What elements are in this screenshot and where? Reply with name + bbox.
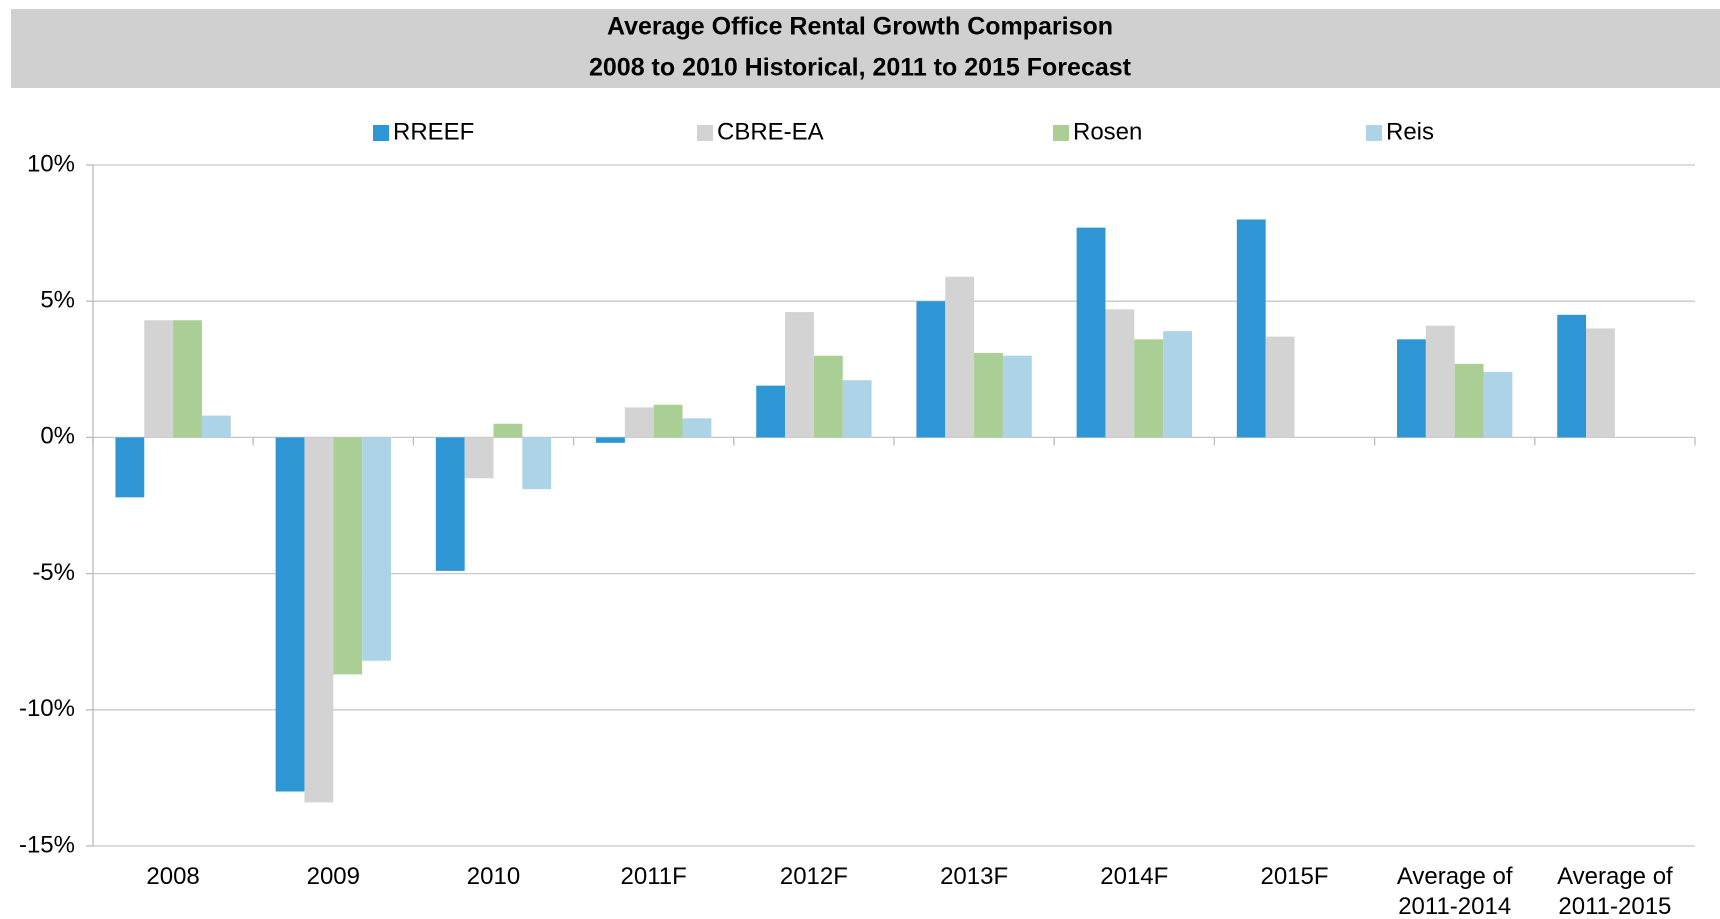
y-tick-label: 5% <box>40 287 75 314</box>
bar <box>522 437 552 490</box>
y-tick-label: 10% <box>27 150 75 177</box>
bar <box>464 437 494 479</box>
bar <box>1236 219 1266 438</box>
bar <box>785 312 814 438</box>
bar <box>813 355 843 438</box>
bar <box>974 352 1003 438</box>
bar <box>173 320 202 438</box>
x-tick-label: 2012F <box>779 863 848 890</box>
x-tick-label: 2015F <box>1260 863 1329 890</box>
legend-label: RREEF <box>393 118 474 145</box>
bar <box>1557 314 1587 438</box>
x-tick-label: Average of 2011-2015 <box>1557 863 1673 919</box>
bar <box>275 437 305 792</box>
chart-subtitle: 2008 to 2010 Historical, 2011 to 2015 Fo… <box>589 54 1132 82</box>
legend-swatch <box>1053 125 1069 141</box>
bar <box>144 320 174 438</box>
legend-swatch <box>1366 125 1382 141</box>
legend-label: CBRE-EA <box>717 118 824 145</box>
x-tick-label: 2013F <box>940 863 1009 890</box>
y-tick-label: -10% <box>19 695 75 722</box>
bar <box>1134 339 1164 438</box>
chart-title: Average Office Rental Growth Comparison <box>607 13 1113 41</box>
bar <box>916 301 946 438</box>
x-tick-label: 2010 <box>466 863 521 890</box>
bar <box>1163 331 1192 438</box>
legend-label: Rosen <box>1073 118 1142 145</box>
bar <box>304 437 334 803</box>
x-tick-label: 2014F <box>1100 863 1169 890</box>
bar <box>1425 325 1455 438</box>
bar <box>333 437 363 675</box>
legend-label: Reis <box>1386 118 1434 145</box>
bar <box>1265 336 1295 438</box>
bar <box>1076 227 1106 438</box>
bar <box>1586 328 1615 438</box>
legend-swatch <box>373 125 389 141</box>
bar <box>1002 355 1032 438</box>
bar <box>1454 363 1484 438</box>
x-tick-label: 2009 <box>306 863 360 890</box>
title-band <box>11 9 1720 88</box>
bar <box>756 385 786 438</box>
bar <box>435 437 465 571</box>
bar <box>945 276 975 438</box>
bar <box>1105 309 1135 438</box>
bar <box>201 415 231 438</box>
bar <box>624 407 654 438</box>
bar <box>842 380 872 438</box>
x-tick-label: 2008 <box>146 863 200 890</box>
bar <box>1397 339 1426 438</box>
bar <box>596 437 625 443</box>
y-tick-label: 0% <box>40 423 75 450</box>
bar <box>493 423 523 438</box>
bar <box>682 418 712 438</box>
bar <box>362 437 391 661</box>
x-tick-label: 2011F <box>620 863 687 890</box>
y-tick-label: -5% <box>32 559 75 586</box>
x-tick-label: Average of 2011-2014 <box>1396 863 1513 919</box>
y-tick-label: -15% <box>19 831 75 858</box>
bar <box>1483 372 1513 438</box>
bar <box>653 404 683 438</box>
legend-swatch <box>697 125 713 141</box>
bar <box>115 437 145 498</box>
